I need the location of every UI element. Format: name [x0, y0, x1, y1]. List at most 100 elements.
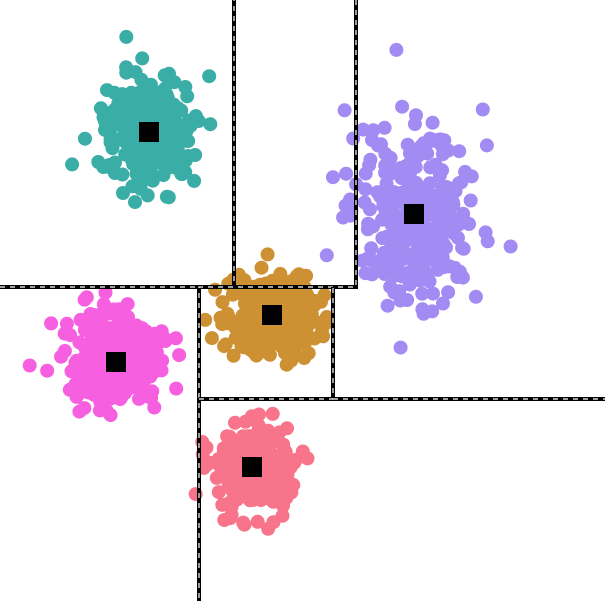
cluster-4-point	[40, 363, 55, 378]
cluster-1-point	[93, 101, 108, 116]
cluster-1-point	[121, 147, 136, 162]
cluster-3-point	[317, 288, 332, 302]
cluster-1-point	[161, 190, 176, 205]
cluster-2-point	[462, 217, 476, 231]
cluster-2-point	[387, 285, 402, 300]
cluster-4-point	[98, 285, 113, 300]
cluster-2-point	[337, 103, 352, 118]
cluster-1-point	[103, 135, 118, 150]
cluster-3-point	[239, 325, 253, 340]
cluster-2-point	[400, 137, 415, 152]
cluster-3-point	[258, 326, 273, 341]
cluster-2-point	[455, 240, 470, 255]
cluster-3-point	[277, 289, 292, 304]
cluster-1-point	[178, 80, 193, 94]
cluster-4-point	[104, 321, 119, 336]
cluster-2-point	[377, 120, 392, 135]
cluster-1-point	[110, 101, 125, 116]
cluster-2-point	[451, 217, 466, 232]
cluster-2-point	[409, 108, 423, 123]
cluster-2-point	[362, 158, 377, 173]
cluster-5-point	[203, 455, 217, 470]
cluster-2-point	[415, 286, 430, 301]
cluster-1-point	[91, 155, 106, 169]
cluster-4-point	[96, 297, 111, 312]
cluster-2-point	[423, 131, 437, 146]
cluster-2-point	[458, 164, 473, 179]
cluster-1-point	[78, 131, 92, 146]
cluster-5-point	[286, 477, 301, 492]
cluster-4-point	[94, 308, 109, 323]
cluster-3-point	[228, 320, 243, 335]
cluster-1-point	[165, 105, 179, 120]
cluster-1-point	[157, 116, 172, 131]
cluster-2-point	[393, 231, 407, 246]
cluster-2-point	[380, 248, 394, 263]
cluster-1-point	[174, 166, 189, 181]
cluster-2-centroid	[404, 204, 424, 224]
cluster-4-point	[59, 316, 74, 331]
cluster-5-point	[249, 475, 264, 490]
cluster-2-point	[409, 227, 424, 242]
cluster-4-point	[149, 345, 164, 360]
cluster-1-point	[123, 108, 138, 123]
cluster-5-point	[261, 481, 276, 496]
cluster-5-point	[250, 514, 265, 529]
cluster-4-point	[88, 324, 103, 339]
cluster-2-point	[389, 42, 404, 57]
cluster-2-point	[399, 159, 414, 173]
cluster-3-point	[220, 306, 235, 321]
cluster-2-point	[420, 268, 434, 283]
cluster-5-point	[276, 498, 290, 513]
cluster-2-point	[425, 115, 440, 130]
cluster-2-point	[427, 242, 442, 257]
cluster-4-point	[97, 388, 112, 403]
cluster-5-point	[220, 454, 234, 469]
cluster-5-point	[228, 415, 242, 430]
cluster-2-point	[423, 200, 437, 215]
cluster-1-point	[115, 167, 130, 182]
cluster-1-point	[187, 173, 202, 188]
cluster-1-point	[65, 157, 80, 172]
cluster-2-point	[452, 144, 467, 159]
cluster-2-point	[479, 138, 494, 153]
centroids-layer	[106, 122, 424, 477]
cluster-4-point	[77, 292, 92, 307]
cluster-2-point	[388, 191, 403, 206]
cluster-2-point	[356, 122, 371, 137]
cluster-2-point	[366, 219, 381, 234]
points-layer	[22, 29, 518, 536]
cluster-4-point	[147, 326, 162, 341]
cluster-1-point	[203, 117, 218, 132]
cluster-1-centroid	[139, 122, 159, 142]
cluster-4-point	[130, 363, 144, 378]
cluster-4-point	[147, 364, 162, 379]
cluster-4-point	[135, 321, 149, 336]
cluster-5-point	[246, 412, 261, 427]
cluster-5-point	[266, 467, 281, 482]
cluster-3-point	[280, 305, 295, 320]
cluster-2-point	[393, 340, 408, 355]
cluster-3-point	[305, 293, 320, 308]
cluster-5-point	[224, 507, 239, 522]
cluster-3-point	[218, 337, 233, 352]
cluster-4-point	[103, 408, 118, 423]
cluster-4-point	[63, 328, 78, 343]
cluster-1-point	[148, 147, 163, 162]
cluster-4-point	[44, 316, 59, 331]
cluster-2-point	[468, 289, 483, 304]
cluster-4-point	[121, 310, 135, 325]
cluster-5-point	[274, 451, 289, 466]
cluster-2-point	[385, 217, 400, 232]
cluster-4-point	[135, 386, 150, 401]
cluster-2-point	[503, 239, 518, 254]
cluster-3-point	[260, 247, 275, 262]
cluster-3-point	[245, 298, 260, 313]
cluster-2-point	[480, 234, 495, 249]
cluster-5-point	[224, 474, 239, 489]
cluster-1-point	[119, 60, 134, 75]
cluster-2-point	[384, 166, 399, 181]
cluster-3-point	[259, 291, 274, 306]
